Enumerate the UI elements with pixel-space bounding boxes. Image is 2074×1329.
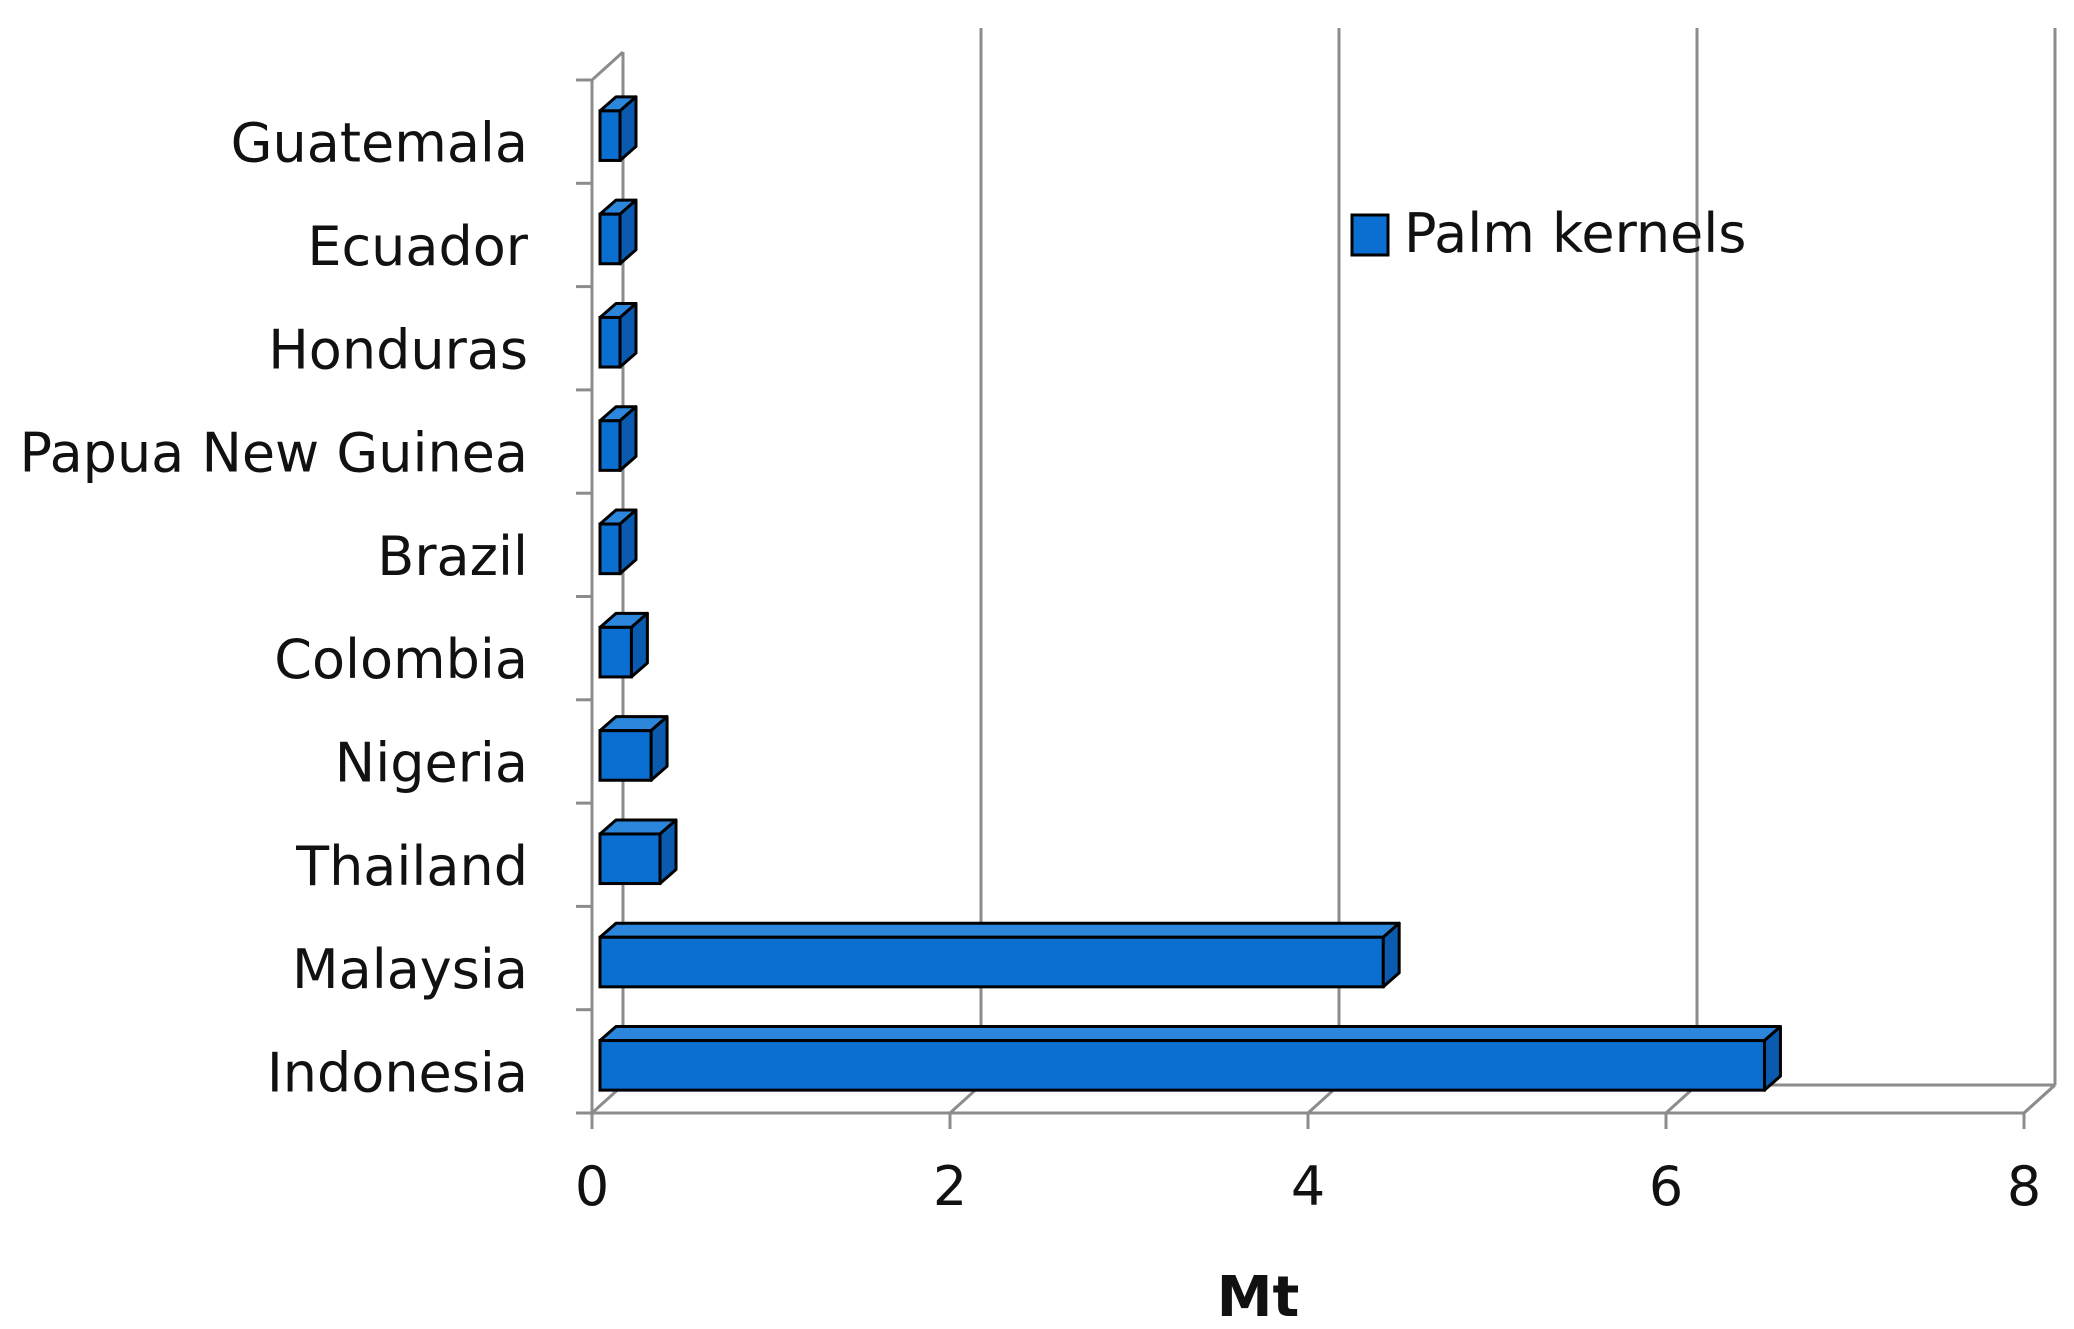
- bar-front-face: [598, 109, 622, 162]
- legend-label: Palm kernels: [1404, 202, 1746, 265]
- bar-front-face: [598, 212, 622, 266]
- category-label: Honduras: [268, 318, 528, 381]
- category-label: Colombia: [274, 628, 528, 691]
- bar-top-face: [598, 921, 1401, 939]
- bar-front-face: [598, 315, 622, 369]
- side-wall-top-edge: [590, 50, 625, 82]
- bar-front-face: [598, 522, 622, 576]
- bar: [598, 95, 638, 162]
- bar-top-face: [598, 1025, 1782, 1043]
- legend: Palm kernels: [1350, 202, 1746, 265]
- bar: [598, 818, 678, 886]
- category-label: Brazil: [377, 525, 528, 588]
- bar-front-face: [598, 935, 1385, 989]
- x-tick-label: 8: [2007, 1155, 2041, 1218]
- gridlines: [590, 28, 2057, 1115]
- bar-front-face: [598, 832, 662, 886]
- y-axis-labels: Guatemala Ecuador Honduras Papua New Guinea…: [19, 112, 528, 1105]
- category-label: Guatemala: [231, 112, 528, 175]
- y-axis-ticks: [576, 78, 592, 1115]
- x-tick-label: 4: [1291, 1155, 1325, 1218]
- bar: [598, 198, 638, 266]
- bar: [598, 611, 649, 679]
- category-label: Indonesia: [267, 1041, 528, 1104]
- bar: [598, 508, 638, 576]
- x-axis-title: Mt: [1217, 1265, 1300, 1329]
- category-label: Ecuador: [307, 215, 528, 278]
- category-label: Malaysia: [292, 938, 528, 1001]
- bar: [598, 405, 638, 472]
- x-tick-label: 6: [1649, 1155, 1683, 1218]
- bar: [598, 921, 1401, 989]
- bar: [598, 1025, 1782, 1092]
- legend-swatch: [1350, 213, 1390, 257]
- x-tick-label: 2: [933, 1155, 967, 1218]
- bar-front-face: [598, 1039, 1766, 1092]
- category-label: Thailand: [295, 835, 528, 898]
- bar-front-face: [598, 419, 622, 472]
- x-tick-label: 0: [575, 1155, 609, 1218]
- x-axis-ticks: 0 2 4 6 8: [575, 1113, 2041, 1218]
- bar: [598, 715, 669, 782]
- floor-diagonal: [2022, 1083, 2057, 1115]
- category-label: Nigeria: [335, 731, 528, 794]
- bar: [598, 301, 638, 369]
- bars: [598, 95, 1782, 1092]
- category-label: Papua New Guinea: [19, 422, 528, 485]
- bar-front-face: [598, 625, 633, 679]
- bar-front-face: [598, 729, 653, 782]
